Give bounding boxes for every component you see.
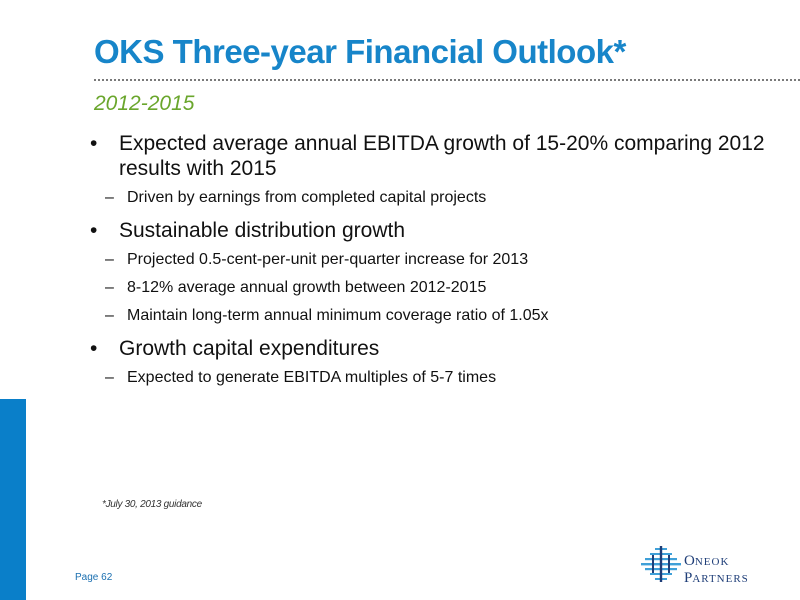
sub-bullet-text: 8-12% average annual growth between 2012…	[127, 279, 487, 296]
bullet-text: Growth capital expenditures	[119, 337, 380, 360]
sub-bullet-item: – Expected to generate EBITDA multiples …	[90, 368, 770, 388]
sub-bullet-item: – Driven by earnings from completed capi…	[90, 188, 770, 208]
sub-bullet-glyph: –	[105, 189, 114, 206]
bullet-text: Sustainable distribution growth	[119, 219, 406, 242]
bullet-glyph: •	[90, 219, 98, 242]
company-logo-wordmark: ONEOK PARTNERS	[684, 553, 749, 586]
left-accent-bar	[0, 399, 26, 600]
sub-bullet-glyph: –	[105, 251, 114, 268]
sub-bullet-list: – Driven by earnings from completed capi…	[90, 188, 770, 208]
slide-subtitle: 2012-2015	[94, 92, 195, 115]
title-divider	[94, 79, 800, 81]
sub-bullet-list: – Projected 0.5-cent-per-unit per-quarte…	[90, 250, 770, 326]
sub-bullet-glyph: –	[105, 279, 114, 296]
footnote: *July 30, 2013 guidance	[102, 499, 202, 510]
sub-bullet-item: – 8-12% average annual growth between 20…	[90, 278, 770, 298]
sub-bullet-glyph: –	[105, 369, 114, 386]
sub-bullet-glyph: –	[105, 307, 114, 324]
sub-bullet-text: Driven by earnings from completed capita…	[127, 189, 487, 206]
page-number: Page 62	[75, 572, 113, 583]
sub-bullet-text: Projected 0.5-cent-per-unit per-quarter …	[127, 251, 529, 268]
bullet-glyph: •	[90, 132, 98, 155]
bullet-item: • Expected average annual EBITDA growth …	[90, 131, 770, 181]
sub-bullet-item: – Projected 0.5-cent-per-unit per-quarte…	[90, 250, 770, 270]
bullet-item: • Sustainable distribution growth	[90, 218, 770, 243]
bullet-glyph: •	[90, 337, 98, 360]
bullet-text: Expected average annual EBITDA growth of…	[119, 132, 765, 180]
sub-bullet-item: – Maintain long-term annual minimum cove…	[90, 306, 770, 326]
bullet-item: • Growth capital expenditures	[90, 336, 770, 361]
sub-bullet-text: Maintain long-term annual minimum covera…	[127, 307, 549, 324]
sub-bullet-text: Expected to generate EBITDA multiples of…	[127, 369, 497, 386]
sub-bullet-list: – Expected to generate EBITDA multiples …	[90, 368, 770, 388]
slide-title: OKS Three-year Financial Outlook*	[94, 33, 626, 70]
oneok-partners-logo-icon	[641, 546, 681, 582]
bullet-list: • Expected average annual EBITDA growth …	[90, 131, 770, 396]
